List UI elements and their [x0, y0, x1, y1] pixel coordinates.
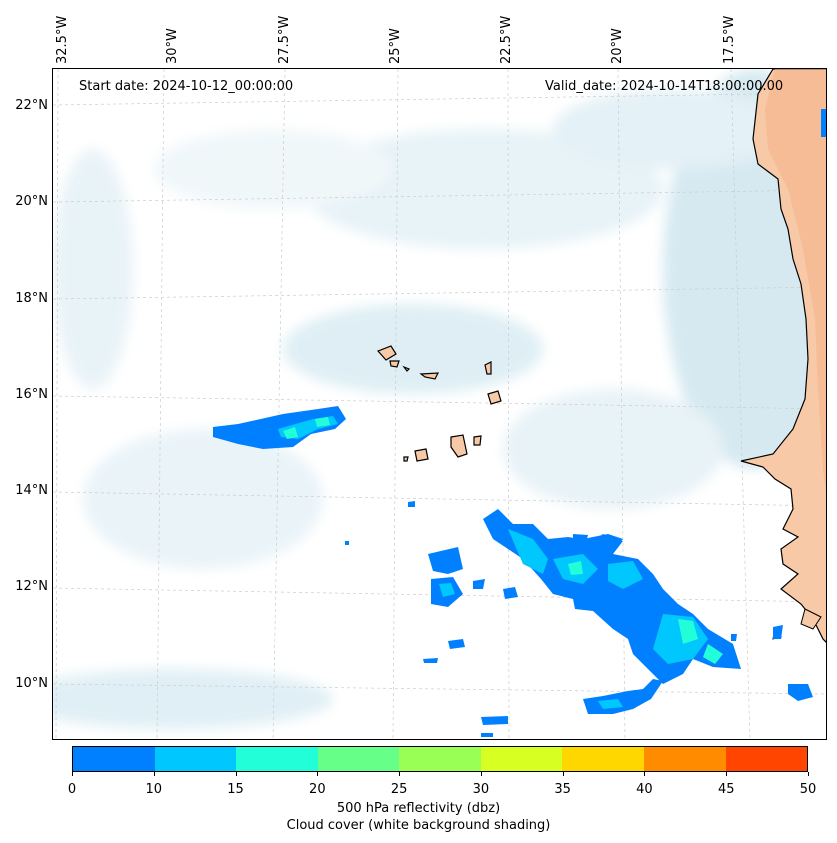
colorbar-tick-label: 0: [67, 782, 77, 797]
map-canvas: [53, 69, 826, 739]
latitude-label: 22°N: [15, 98, 48, 113]
longitude-label: 17.5°W: [722, 15, 737, 64]
colorbar-tick-mark: [808, 772, 809, 776]
colorbar-tick-label: 30: [472, 782, 490, 797]
latitude-label: 16°N: [15, 387, 48, 402]
cloud-cover-shading: [53, 69, 826, 729]
longitude-label: 25°W: [388, 28, 403, 64]
colorbar-tick-mark: [726, 772, 728, 776]
colorbar-tick-mark: [153, 772, 155, 776]
colorbar-tick-label: 20: [309, 782, 326, 797]
valid-date-label: Valid_date: 2024-10-14T18:00:00.00: [545, 79, 784, 94]
colorbar-segment: [562, 747, 644, 771]
colorbar-segment: [480, 747, 563, 771]
colorbar-tick-mark: [72, 772, 73, 776]
colorbar-label-reflectivity: 500 hPa reflectivity (dbz): [336, 801, 501, 816]
colorbar-segment: [643, 747, 726, 771]
colorbar-label-cloud-cover: Cloud cover (white background shading): [286, 818, 551, 833]
colorbar-segment: [725, 747, 808, 771]
colorbar-tick-mark: [480, 772, 482, 776]
cape-verde-islands: [376, 345, 502, 462]
longitude-label: 30°W: [165, 28, 180, 64]
longitude-label: 27.5°W: [277, 15, 292, 64]
latitude-label: 20°N: [15, 194, 48, 209]
latitude-label: 10°N: [15, 676, 48, 691]
latitude-label: 18°N: [15, 291, 48, 306]
longitude-label: 22.5°W: [499, 15, 514, 64]
start-date-label: Start date: 2024-10-12_00:00:00: [79, 79, 294, 94]
colorbar-tick-label: 10: [145, 782, 163, 797]
colorbar-tick-mark: [317, 772, 319, 776]
reflectivity-colorbar: [72, 746, 808, 772]
colorbar-tick-label: 45: [717, 782, 735, 797]
colorbar-tick-label: 25: [390, 782, 408, 797]
colorbar-segment: [236, 747, 318, 771]
colorbar-segment: [73, 747, 155, 771]
colorbar-tick-label: 15: [227, 782, 244, 797]
longitude-label: 20°W: [610, 28, 625, 64]
reflectivity-field: [213, 406, 813, 737]
colorbar-segment: [399, 747, 481, 771]
colorbar-tick-mark: [644, 772, 646, 776]
colorbar-tick-mark: [235, 772, 237, 776]
latitude-label: 14°N: [15, 483, 48, 498]
colorbar-tick-label: 35: [554, 782, 571, 797]
map-frame: [52, 68, 827, 740]
colorbar-tick-label: 50: [799, 782, 817, 797]
longitude-label: 32.5°W: [55, 15, 70, 64]
colorbar-tick-label: 40: [636, 782, 653, 797]
colorbar-segment: [317, 747, 400, 771]
colorbar-tick-mark: [562, 772, 564, 776]
latitude-label: 12°N: [15, 579, 48, 594]
colorbar-segment: [154, 747, 237, 771]
colorbar-tick-mark: [399, 772, 401, 776]
